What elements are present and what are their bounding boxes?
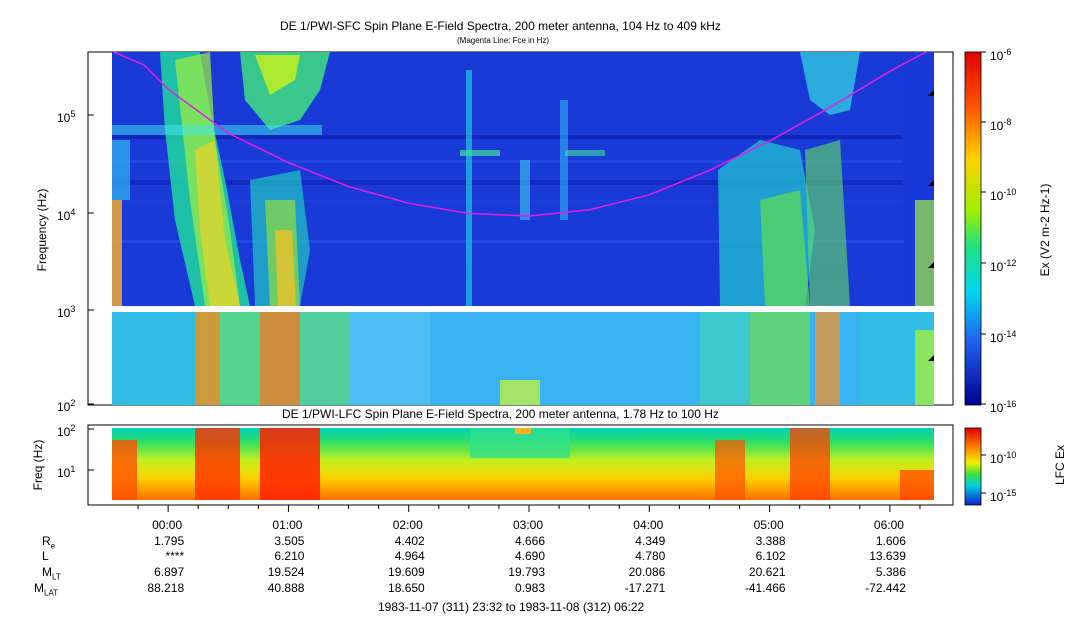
ephemeris-value: 4.780: [635, 549, 666, 563]
ephemeris-value: -17.271: [624, 581, 666, 595]
sfc-ytick-1e3: 103: [57, 304, 76, 320]
cbar-tick-2: 10-8: [990, 117, 1012, 133]
cbar-tick-3: 10-10: [990, 187, 1017, 203]
ephemeris-value: 6.210: [274, 549, 305, 563]
ephemeris-row-label: Re: [42, 534, 56, 551]
ephemeris-value: 5.386: [875, 565, 906, 579]
ephemeris-row-label: MLT: [42, 565, 61, 582]
ephemeris-value: 88.218: [147, 581, 185, 595]
ephemeris-value: 6.897: [154, 565, 185, 579]
sfc-emission-blobs: [112, 52, 934, 306]
time-tick-label: 01:00: [272, 518, 303, 532]
ephemeris-value: 4.964: [394, 549, 425, 563]
ephemeris-value: 40.888: [267, 581, 305, 595]
fce-line: [113, 51, 927, 217]
lfc-emission-blobs: [112, 428, 934, 500]
ephemeris-value: 0.983: [514, 581, 545, 595]
ephemeris-value: 19.524: [267, 565, 305, 579]
lfc-cbar-tick-2: 10-15: [990, 488, 1017, 504]
time-tick-label: 00:00: [152, 518, 183, 532]
lfc-cbar-tick-1: 10-10: [990, 450, 1017, 466]
ephemeris-value: 18.650: [388, 581, 425, 595]
time-tick-label: 04:00: [633, 518, 664, 532]
ephemeris-value: 3.388: [755, 534, 786, 548]
cbar-tick-1: 10-6: [990, 47, 1012, 63]
sfc-subtitle: (Magenta Line: Fce in Hz): [457, 36, 550, 45]
sfc-lower-band: [112, 312, 934, 405]
sfc-ytick-1e2: 102: [57, 398, 76, 414]
time-range-text: 1983-11-07 (311) 23:32 to 1983-11-08 (31…: [378, 600, 645, 614]
lfc-ylabel: Freq (Hz): [31, 439, 45, 491]
ephemeris-value: 19.793: [508, 565, 545, 579]
time-tick-label: 03:00: [513, 518, 544, 532]
ephemeris-value: 19.609: [388, 565, 425, 579]
ephemeris-value: 3.505: [274, 534, 305, 548]
time-tick-label: 06:00: [873, 518, 904, 532]
lfc-title: DE 1/PWI-LFC Spin Plane E-Field Spectra,…: [282, 407, 719, 421]
ephemeris-value: 20.086: [628, 565, 666, 579]
ephemeris-value: ****: [165, 549, 185, 563]
sfc-colorbar-label: Ex (V2 m-2 Hz-1): [1038, 183, 1052, 277]
time-tick-label: 02:00: [392, 518, 423, 532]
ephemeris-value: 4.690: [514, 549, 545, 563]
ephemeris-value: -72.442: [865, 581, 906, 595]
ephemeris-value: 20.621: [748, 565, 786, 579]
lfc-ytick-1e1: 101: [57, 464, 76, 480]
cbar-tick-5: 10-14: [990, 329, 1017, 345]
ephemeris-value: 4.349: [635, 534, 666, 548]
sfc-ytick-1e5: 105: [57, 109, 76, 125]
ephemeris-value: -41.466: [744, 581, 786, 595]
ephemeris-value: 4.666: [514, 534, 545, 548]
lfc-colorbar-label: LFC Ex: [1053, 445, 1067, 486]
ephemeris-row-label: L: [42, 549, 49, 563]
sfc-ylabel: Frequency (Hz): [35, 188, 49, 272]
cbar-tick-4: 10-12: [990, 258, 1017, 274]
ephemeris-value: 1.795: [154, 534, 185, 548]
lfc-ytick-1e2: 102: [57, 423, 76, 439]
cbar-tick-6: 10-16: [990, 399, 1017, 415]
ephemeris-value: 4.402: [394, 534, 425, 548]
ephemeris-value: 1.606: [875, 534, 906, 548]
ephemeris-value: 13.639: [869, 549, 906, 563]
ephemeris-value: 6.102: [755, 549, 786, 563]
time-tick-label: 05:00: [753, 518, 784, 532]
ephemeris-row-label: MLAT: [34, 581, 59, 598]
sfc-title: DE 1/PWI-SFC Spin Plane E-Field Spectra,…: [280, 19, 721, 33]
sfc-ytick-1e4: 104: [57, 207, 76, 223]
